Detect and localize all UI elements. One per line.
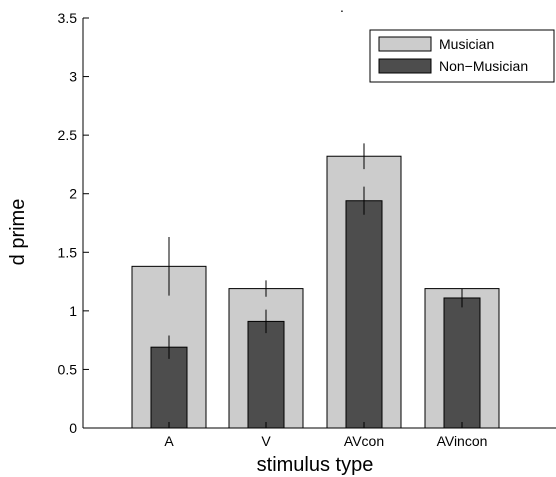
bar-non-musician — [345, 200, 383, 429]
y-tick-label: 3 — [69, 69, 77, 85]
bar-non-musician — [150, 346, 188, 429]
y-tick-label: 2.5 — [58, 127, 78, 143]
x-tick-label: AVincon — [437, 433, 488, 449]
legend-label-non-musician: Non−Musician — [439, 58, 528, 74]
y-tick-label: 2 — [69, 186, 77, 202]
bar-non-musician — [247, 320, 285, 429]
legend-swatch-non-musician — [378, 58, 432, 74]
y-tick-label: 1.5 — [58, 244, 78, 260]
x-axis-label: stimulus type — [257, 454, 374, 476]
bars — [131, 143, 500, 429]
y-tick-label: 3.5 — [58, 10, 78, 26]
y-axis-label: d prime — [7, 199, 29, 266]
x-tick-label: A — [164, 433, 174, 449]
y-tick-label: 0 — [69, 420, 77, 436]
x-tick-label: V — [261, 433, 271, 449]
x-tick-label: AVcon — [344, 433, 384, 449]
chart-title: . — [340, 0, 344, 15]
legend: Musician Non−Musician — [369, 29, 555, 83]
legend-swatch-musician — [378, 36, 432, 52]
y-tick-label: 1 — [69, 303, 77, 319]
legend-label-musician: Musician — [439, 36, 494, 52]
x-ticks: A V AVcon AVincon — [164, 422, 487, 449]
y-tick-label: 0.5 — [58, 361, 78, 377]
axes — [82, 18, 556, 429]
bar-non-musician — [443, 297, 481, 429]
y-ticks: 0 0.5 1 1.5 2 2.5 3 3.5 — [58, 10, 89, 436]
